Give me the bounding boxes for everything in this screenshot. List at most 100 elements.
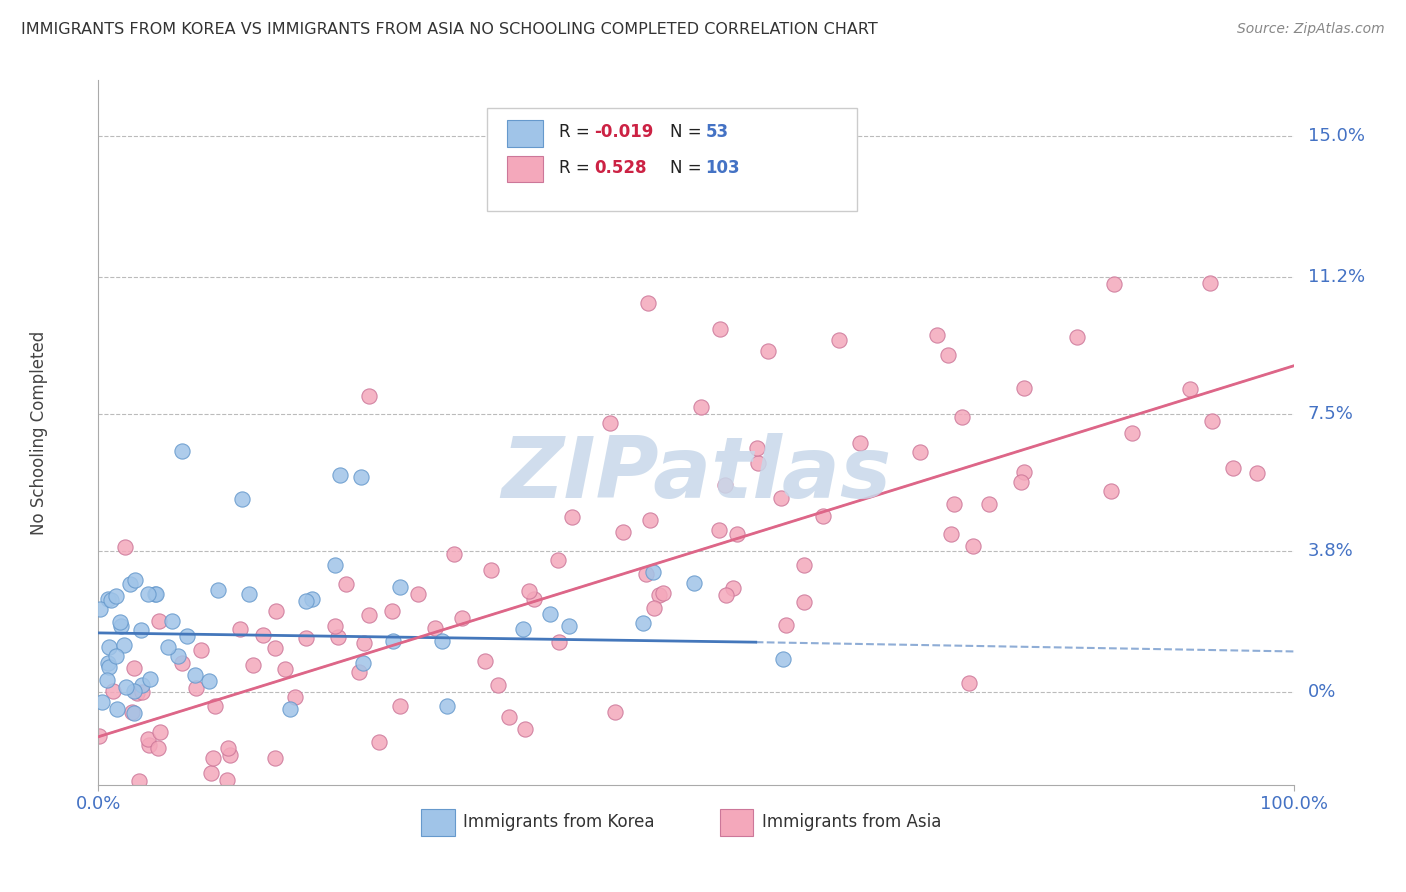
Point [301,591,323,606]
Point [138,739,160,753]
Point [90,694,112,708]
Text: Source: ZipAtlas.com: Source: ZipAtlas.com [1237,22,1385,37]
Point [204,698,226,713]
Point [89,601,111,615]
Point [714,478,737,492]
Point [145,587,167,601]
Point [353,636,375,650]
Point [131,678,153,692]
Point [942,497,965,511]
Point [357,388,380,402]
Point [172,444,194,458]
Point [1121,425,1143,440]
Text: 11.2%: 11.2% [1308,268,1365,285]
Point [198,674,221,689]
Point [436,699,458,714]
Point [149,725,172,739]
Point [828,333,851,347]
FancyBboxPatch shape [422,809,454,836]
Point [1012,381,1035,395]
Point [388,580,411,594]
Point [136,587,159,601]
Point [160,614,183,628]
Point [561,510,583,524]
Point [769,491,792,505]
Point [443,547,465,561]
Point [962,539,984,553]
Point [242,658,264,673]
Point [423,621,446,635]
Point [252,628,274,642]
Point [264,751,287,765]
Point [849,435,872,450]
Point [523,591,546,606]
Point [104,590,127,604]
Text: Immigrants from Korea: Immigrants from Korea [463,814,654,831]
Point [1012,465,1035,479]
Point [148,614,170,628]
Point [1066,330,1088,344]
Point [925,327,948,342]
Point [335,577,357,591]
Point [323,558,346,573]
Point [186,681,208,695]
Text: R =: R = [558,159,595,177]
Text: 7.5%: 7.5% [1308,405,1354,423]
Point [638,513,661,527]
Point [114,680,136,694]
Point [117,822,139,836]
Point [136,731,159,746]
Point [183,668,205,682]
Point [124,573,146,587]
Point [263,640,285,655]
Point [747,456,769,470]
Point [97,656,120,670]
Point [323,619,346,633]
Point [1246,466,1268,480]
Point [636,567,658,582]
Point [98,640,121,654]
Point [157,640,180,654]
Point [641,565,664,579]
Point [295,594,318,608]
Point [172,656,194,670]
FancyBboxPatch shape [508,120,543,147]
Point [122,706,145,720]
Point [350,470,373,484]
Point [512,623,534,637]
Point [557,618,579,632]
Point [128,774,150,789]
Point [273,662,295,676]
Point [284,690,307,704]
Text: 0.528: 0.528 [595,159,647,177]
Point [278,702,301,716]
Text: 103: 103 [706,159,740,177]
Point [97,592,120,607]
Point [146,741,169,756]
Point [474,654,496,668]
Point [381,604,404,618]
Point [219,747,242,762]
Text: 15.0%: 15.0% [1308,127,1365,145]
Point [643,600,665,615]
Point [908,445,931,459]
Point [264,604,287,618]
Point [105,702,128,716]
Point [605,705,627,719]
Point [1222,461,1244,475]
Point [131,684,153,698]
Text: ZIPatlas: ZIPatlas [501,434,891,516]
Text: 0%: 0% [1308,683,1336,701]
Point [479,563,502,577]
Point [633,616,655,631]
Point [599,417,621,431]
Point [1010,475,1032,490]
Point [498,710,520,724]
Point [202,750,225,764]
Point [101,683,124,698]
Point [125,685,148,699]
Point [295,631,318,645]
Point [547,634,569,648]
Point [176,629,198,643]
Point [772,652,794,666]
